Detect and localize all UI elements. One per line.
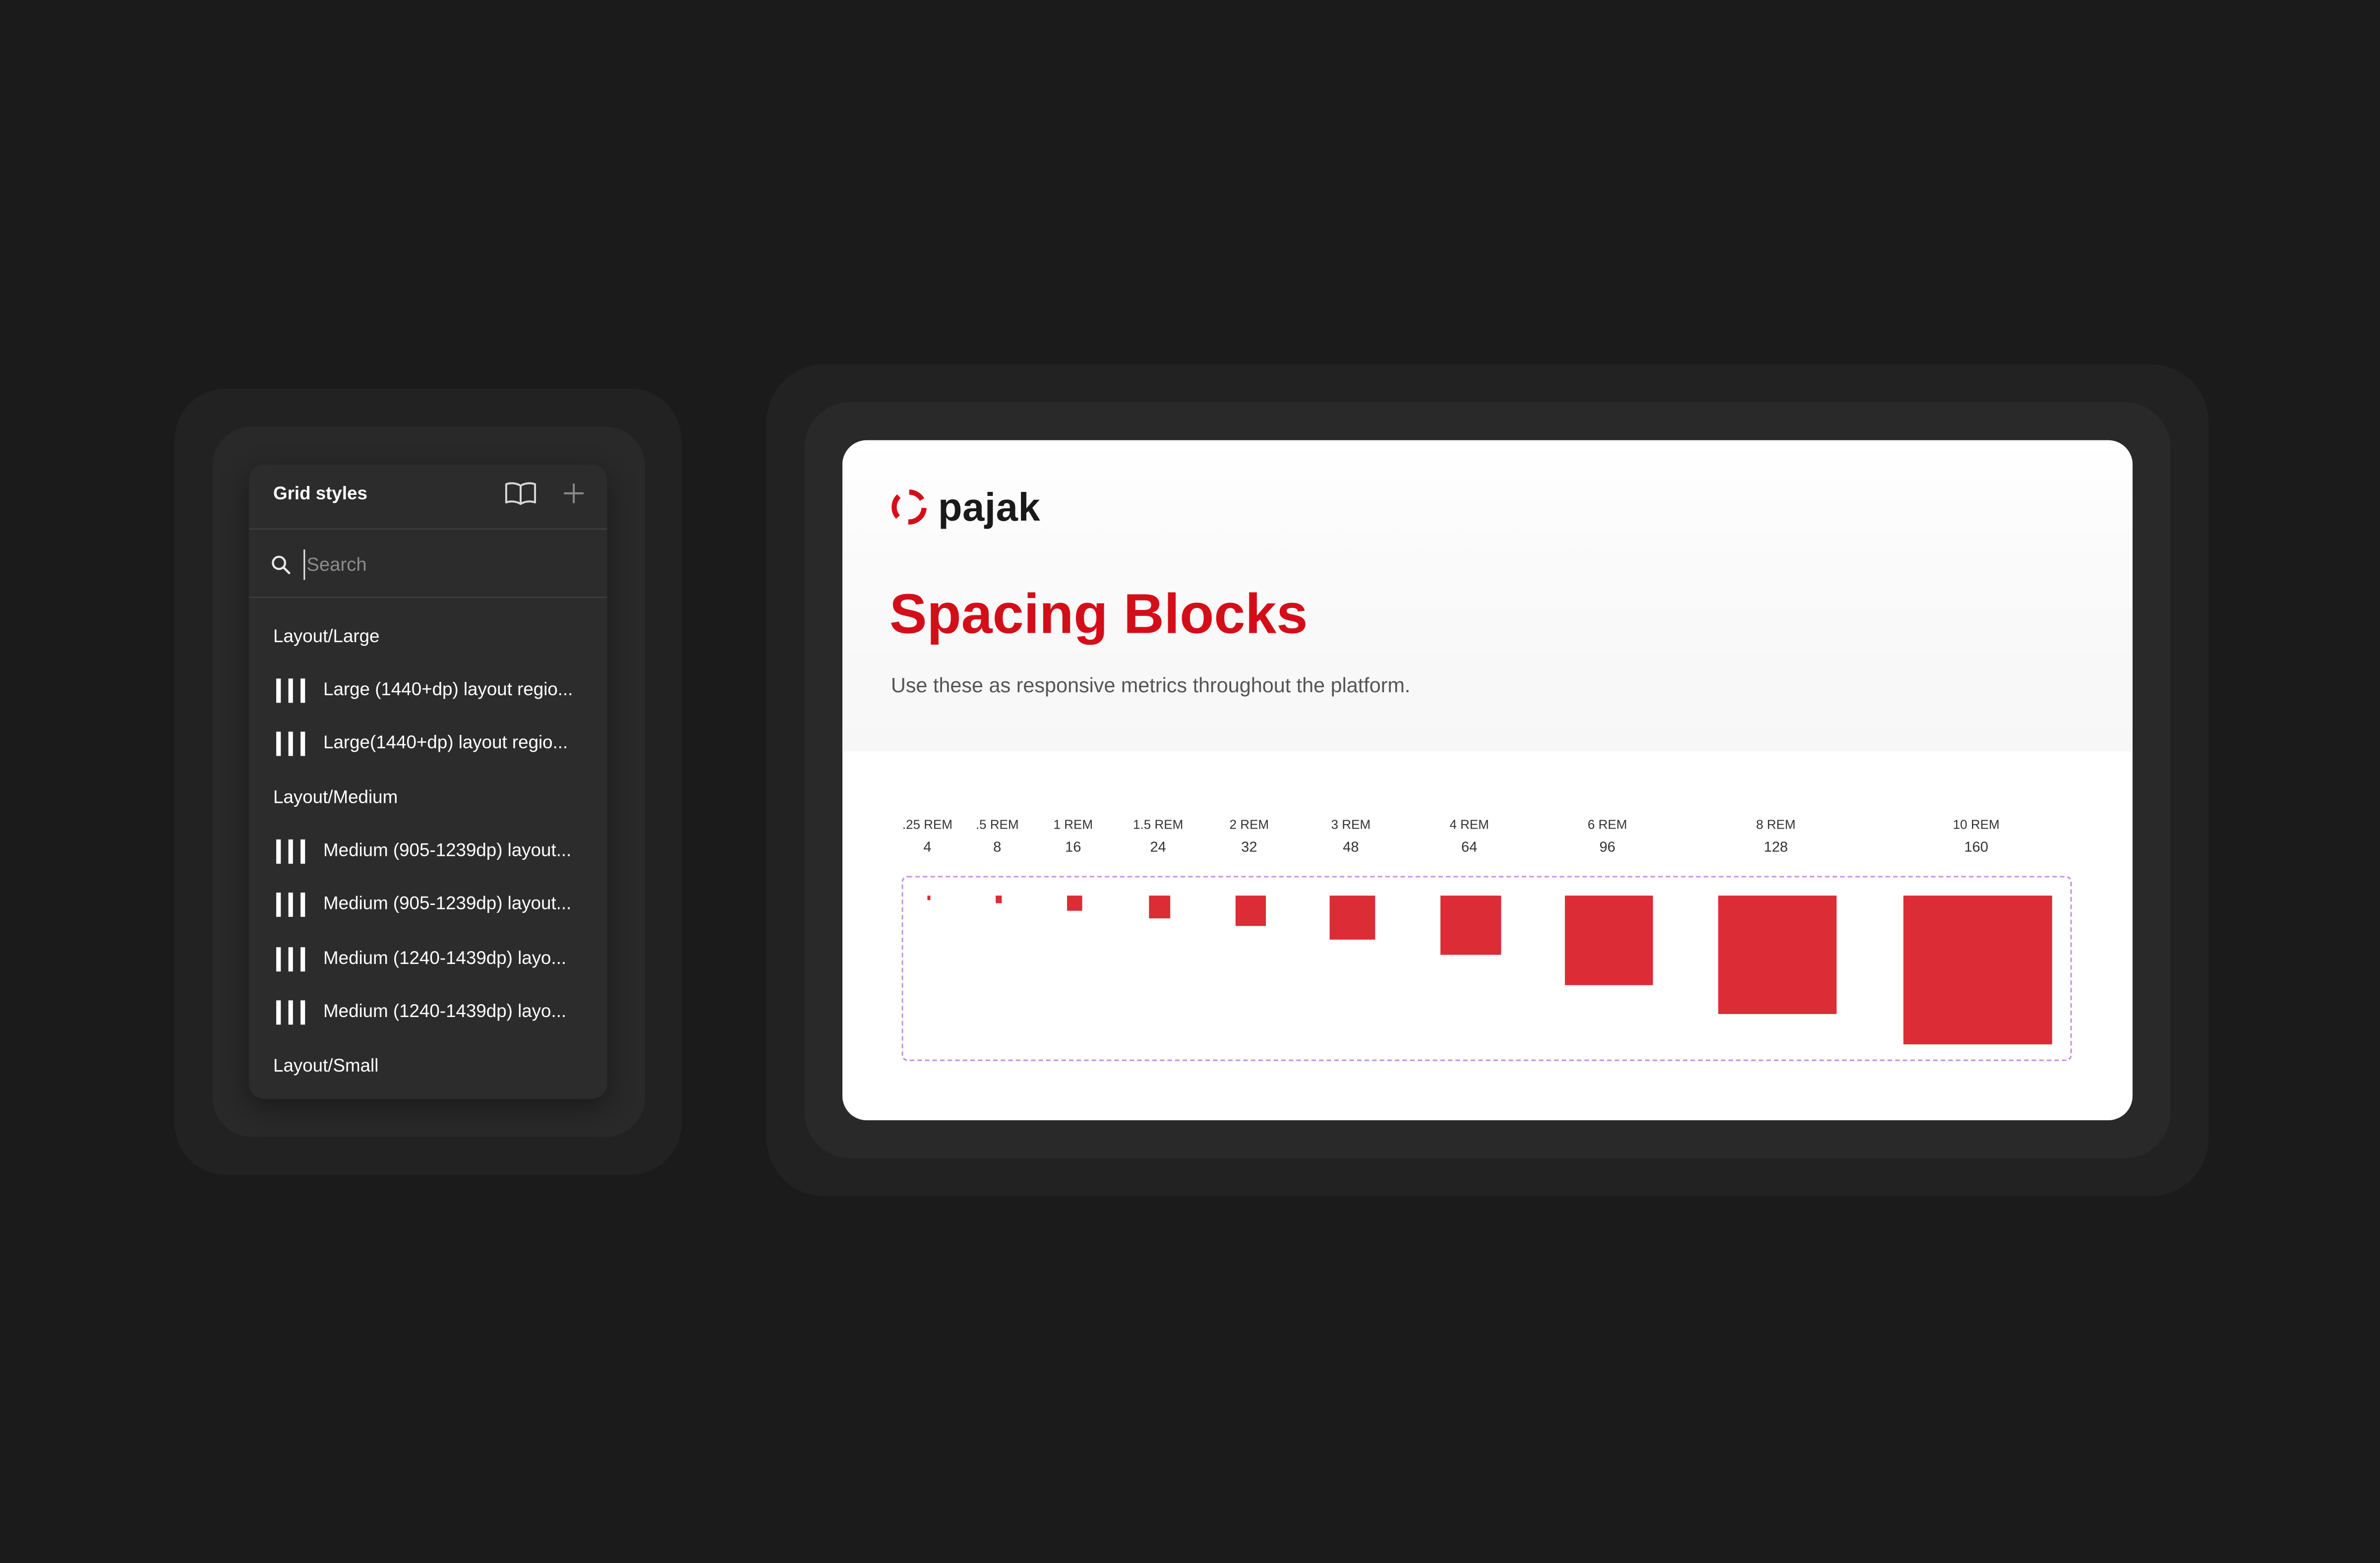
columns-grid-icon (276, 678, 305, 703)
block-rem-label: 2 REM (1229, 816, 1269, 832)
panel-header: Grid styles (249, 465, 607, 530)
spacing-block (995, 896, 1003, 903)
list-item[interactable]: Medium (1240-1439dp) layo... (249, 988, 607, 1037)
list-item-label: Medium (905-1239dp) layout... (323, 892, 572, 914)
block-rem-label: 8 REM (1756, 816, 1796, 832)
spacing-blocks-card: pajak Spacing Blocks Use these as respon… (842, 440, 2133, 1121)
block-rem-label: 3 REM (1331, 816, 1371, 832)
block-rem-label: 1 REM (1053, 816, 1093, 832)
list-item-label: Large(1440+dp) layout regio... (323, 731, 568, 753)
list-item-label: Medium (905-1239dp) layout... (323, 839, 572, 861)
list-item-label: Medium (1240-1439dp) layo... (323, 1000, 567, 1022)
spacing-block (1067, 896, 1082, 911)
block-rem-label: 4 REM (1449, 816, 1489, 832)
blocks-frame (901, 876, 2072, 1061)
spacing-block (1441, 896, 1501, 956)
block-rem-label: 6 REM (1588, 816, 1627, 832)
block-px-label: 96 (1599, 839, 1615, 856)
page-subtitle: Use these as responsive metrics througho… (891, 674, 1411, 697)
spacing-block (1718, 896, 1837, 1015)
block-rem-label: 1.5 REM (1133, 816, 1184, 832)
brand-name: pajak (938, 484, 1041, 530)
columns-grid-icon (276, 839, 305, 864)
panel-title: Grid styles (273, 482, 367, 504)
search-icon (272, 555, 291, 574)
spacing-block (1903, 896, 2052, 1045)
list-item[interactable]: Large (1440+dp) layout regio... (249, 666, 607, 715)
columns-grid-icon (276, 1000, 305, 1025)
list-item[interactable]: Medium (905-1239dp) layout... (249, 827, 607, 876)
block-px-label: 32 (1241, 839, 1257, 856)
block-px-label: 16 (1065, 839, 1081, 856)
block-px-label: 8 (993, 839, 1002, 856)
block-px-label: 64 (1461, 839, 1478, 856)
block-px-label: 4 (923, 839, 932, 856)
library-book-icon[interactable] (504, 481, 537, 505)
group-label-layout-medium: Layout/Medium (273, 786, 398, 808)
block-rem-label: .5 REM (975, 816, 1019, 832)
spacing-block (1236, 896, 1266, 926)
block-rem-label: 10 REM (1953, 816, 2000, 832)
list-item[interactable]: Medium (1240-1439dp) layo... (249, 935, 607, 984)
block-px-label: 160 (1964, 839, 1988, 856)
list-item[interactable]: Medium (905-1239dp) layout... (249, 880, 607, 929)
spacing-block (1330, 896, 1375, 941)
spacing-block (1564, 896, 1654, 985)
hero-section: pajak Spacing Blocks Use these as respon… (842, 440, 2133, 752)
list-item-label: Large (1440+dp) layout regio... (323, 678, 573, 700)
columns-grid-icon (276, 731, 305, 756)
columns-grid-icon (276, 892, 305, 917)
pajak-logo-mark-icon (892, 489, 927, 525)
group-label-layout-large: Layout/Large (273, 625, 380, 647)
block-px-label: 128 (1764, 839, 1788, 856)
list-item-label: Medium (1240-1439dp) layo... (323, 947, 567, 969)
page-title: Spacing Blocks (889, 583, 1308, 646)
block-px-label: 48 (1343, 839, 1359, 856)
add-style-plus-icon[interactable] (562, 481, 586, 505)
block-rem-label: .25 REM (902, 816, 952, 832)
group-label-layout-small: Layout/Small (273, 1055, 379, 1077)
search-bar (249, 530, 607, 599)
block-px-label: 24 (1150, 839, 1166, 856)
grid-styles-panel: Grid styles Layout/Large Large (1440+dp)… (249, 464, 607, 1099)
spacing-block (1148, 896, 1171, 918)
spacing-block (927, 896, 931, 900)
list-item[interactable]: Large(1440+dp) layout regio... (249, 720, 607, 768)
columns-grid-icon (276, 947, 305, 972)
search-input[interactable] (303, 549, 583, 580)
